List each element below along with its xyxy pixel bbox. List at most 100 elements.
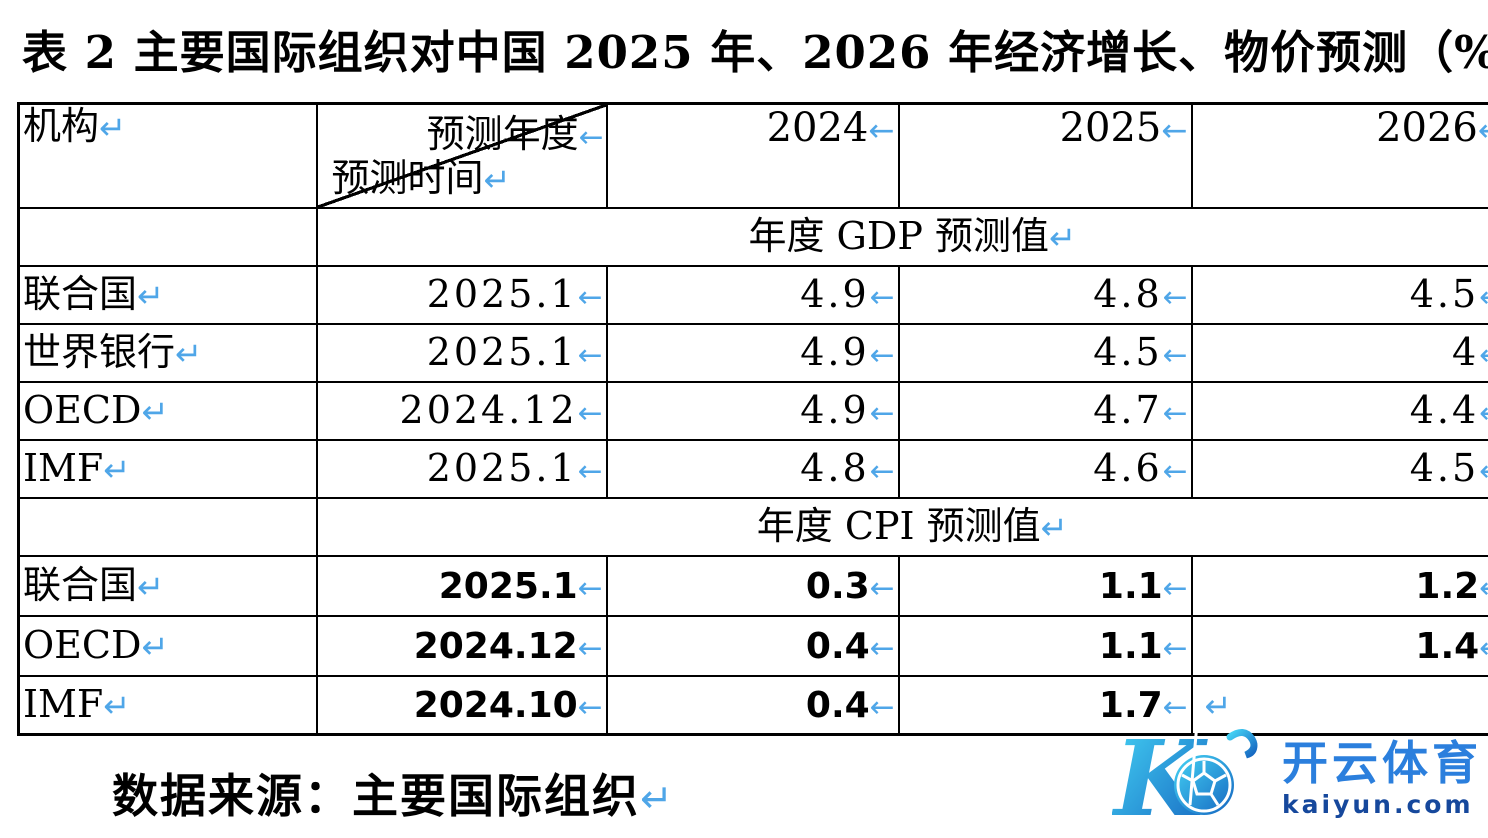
diagonal-bottom-label-wrap: 预测时间↵ (331, 156, 511, 201)
table-row: 联合国↵ 2025.1← 0.3← 1.1← 1.2← (17, 555, 1488, 617)
org-name: 世界银行↵ (17, 323, 318, 383)
brand-name: 开云体育 (1282, 735, 1482, 790)
org-name: OECD↵ (17, 615, 318, 677)
cell-mark-icon: ← (1479, 570, 1488, 605)
cell-mark-icon: ← (1162, 689, 1188, 725)
org-name: 联合国↵ (17, 265, 318, 325)
cell-mark-icon: ← (577, 453, 603, 489)
empty-forecast-value: ↵ (1190, 675, 1488, 736)
cell-mark-icon: ← (577, 279, 603, 315)
forecast-time: 2024.12← (315, 615, 608, 677)
forecast-value: 0.4← (605, 615, 900, 677)
forecast-value: 1.2← (1190, 555, 1488, 617)
forecast-time-label: 预测时间 (331, 156, 484, 201)
data-source-note: 数据来源：主要国际组织↵ (112, 769, 675, 823)
cell-mark-icon: ← (1162, 630, 1188, 666)
diagonal-header-cell: 预测年度← 预测时间↵ (315, 102, 608, 209)
org-header-cell: 机构↵ (17, 102, 318, 209)
org-name: OECD↵ (17, 381, 318, 441)
forecast-year-label: 预测年度 (426, 112, 579, 156)
empty-cell (17, 497, 318, 557)
table-row: OECD↵ 2024.12← 0.4← 1.1← 1.4← (17, 615, 1488, 677)
forecast-value: 4.9← (605, 265, 900, 325)
forecast-time: 2025.1← (315, 323, 608, 383)
return-mark-icon: ↵ (175, 335, 203, 374)
table-row: IMF↵ 2025.1← 4.8← 4.6← 4.5← (17, 439, 1488, 499)
org-name: IMF↵ (17, 675, 318, 736)
forecast-value: 4.8← (897, 265, 1193, 325)
forecast-time: 2025.1← (315, 265, 608, 325)
table-row: 联合国↵ 2025.1← 4.9← 4.8← 4.5← (17, 265, 1488, 325)
forecast-table: 机构↵ 预测年度← 预测时间↵ 2024← 2025← 2026← 年度 GDP… (17, 102, 1488, 736)
diagonal-top-label-wrap: 预测年度← (426, 112, 604, 157)
cell-mark-icon: ← (577, 689, 603, 725)
forecast-time: 2024.12← (315, 381, 608, 441)
forecast-value: 1.1← (897, 555, 1193, 617)
diagonal-divider (318, 105, 605, 207)
forecast-value: 4.7← (897, 381, 1193, 441)
cell-mark-icon: ← (1162, 337, 1188, 373)
forecast-time: 2024.10← (315, 675, 608, 736)
cell-mark-icon: ← (577, 395, 603, 431)
return-mark-icon: ↵ (483, 161, 511, 200)
table-row: IMF↵ 2024.10← 0.4← 1.7← ↵ (17, 675, 1488, 736)
kaiyun-brand-text: 开云体育 kaiyun.com (1282, 740, 1482, 817)
return-mark-icon: ↵ (141, 393, 169, 432)
cell-mark-icon: ← (1162, 570, 1188, 606)
cell-mark-icon: ← (1162, 453, 1188, 489)
kaiyun-logo-k-icon: K (1112, 723, 1258, 833)
forecast-value: 1.7← (897, 675, 1193, 736)
org-name: IMF↵ (17, 439, 318, 499)
brand-domain: kaiyun.com (1282, 789, 1474, 819)
forecast-value: 4.5← (1190, 265, 1488, 325)
return-mark-icon: ↵ (103, 687, 131, 726)
cell-mark-icon: ← (1479, 279, 1488, 314)
return-mark-icon: ↵ (1040, 509, 1068, 548)
cell-mark-icon: ← (869, 395, 895, 431)
forecast-value: 4.6← (897, 439, 1193, 499)
return-mark-icon: ↵ (1204, 687, 1232, 726)
cell-mark-icon: ← (868, 113, 895, 149)
return-mark-icon: ↵ (141, 628, 169, 667)
forecast-value: 4.9← (605, 381, 900, 441)
return-mark-icon: ↵ (99, 109, 127, 147)
cell-mark-icon: ← (869, 337, 895, 373)
cell-mark-icon: ← (577, 570, 603, 606)
kaiyun-watermark-link[interactable]: K 开云体育 kaiyun.com (1112, 722, 1482, 834)
cell-mark-icon: ← (869, 689, 895, 725)
cell-mark-icon: ← (1161, 113, 1188, 149)
cell-mark-icon: ← (577, 630, 603, 666)
cpi-section-row: 年度 CPI 预测值↵ (17, 497, 1488, 557)
forecast-time: 2025.1← (315, 555, 608, 617)
cell-mark-icon: ← (869, 453, 895, 489)
forecast-value: 4.9← (605, 323, 900, 383)
return-mark-icon: ↵ (1049, 219, 1077, 258)
cell-mark-icon: ← (1162, 279, 1188, 315)
cell-mark-icon: ← (869, 570, 895, 606)
forecast-time: 2025.1← (315, 439, 608, 499)
cell-mark-icon: ← (1479, 395, 1488, 430)
forecast-value: 4← (1190, 323, 1488, 383)
table-header-row: 机构↵ 预测年度← 预测时间↵ 2024← 2025← 2026← (17, 102, 1488, 209)
forecast-value: 0.3← (605, 555, 900, 617)
table-caption: 表 2 主要国际组织对中国 2025 年、2026 年经济增长、物价预测（%） (22, 26, 1488, 79)
org-name: 联合国↵ (17, 555, 318, 617)
year-header-2025: 2025← (897, 102, 1193, 209)
cell-mark-icon: ← (869, 630, 895, 666)
table-row: 世界银行↵ 2025.1← 4.9← 4.5← 4← (17, 323, 1488, 383)
year-header-2024: 2024← (605, 102, 900, 209)
cell-mark-icon: ← (1479, 337, 1488, 372)
year-header-2026: 2026← (1190, 102, 1488, 209)
forecast-value: 1.4← (1190, 615, 1488, 677)
gdp-section-row: 年度 GDP 预测值↵ (17, 207, 1488, 267)
return-mark-icon: ↵ (137, 277, 165, 316)
forecast-value: 4.4← (1190, 381, 1488, 441)
cell-mark-icon: ← (1162, 395, 1188, 431)
table-row: OECD↵ 2024.12← 4.9← 4.7← 4.4← (17, 381, 1488, 441)
cell-mark-icon: ← (578, 119, 604, 154)
cell-mark-icon: ← (1479, 630, 1488, 665)
empty-cell (17, 207, 318, 267)
gdp-section-header: 年度 GDP 预测值↵ (315, 207, 1488, 267)
return-mark-icon: ↵ (103, 451, 131, 490)
cell-mark-icon: ← (1479, 453, 1488, 488)
